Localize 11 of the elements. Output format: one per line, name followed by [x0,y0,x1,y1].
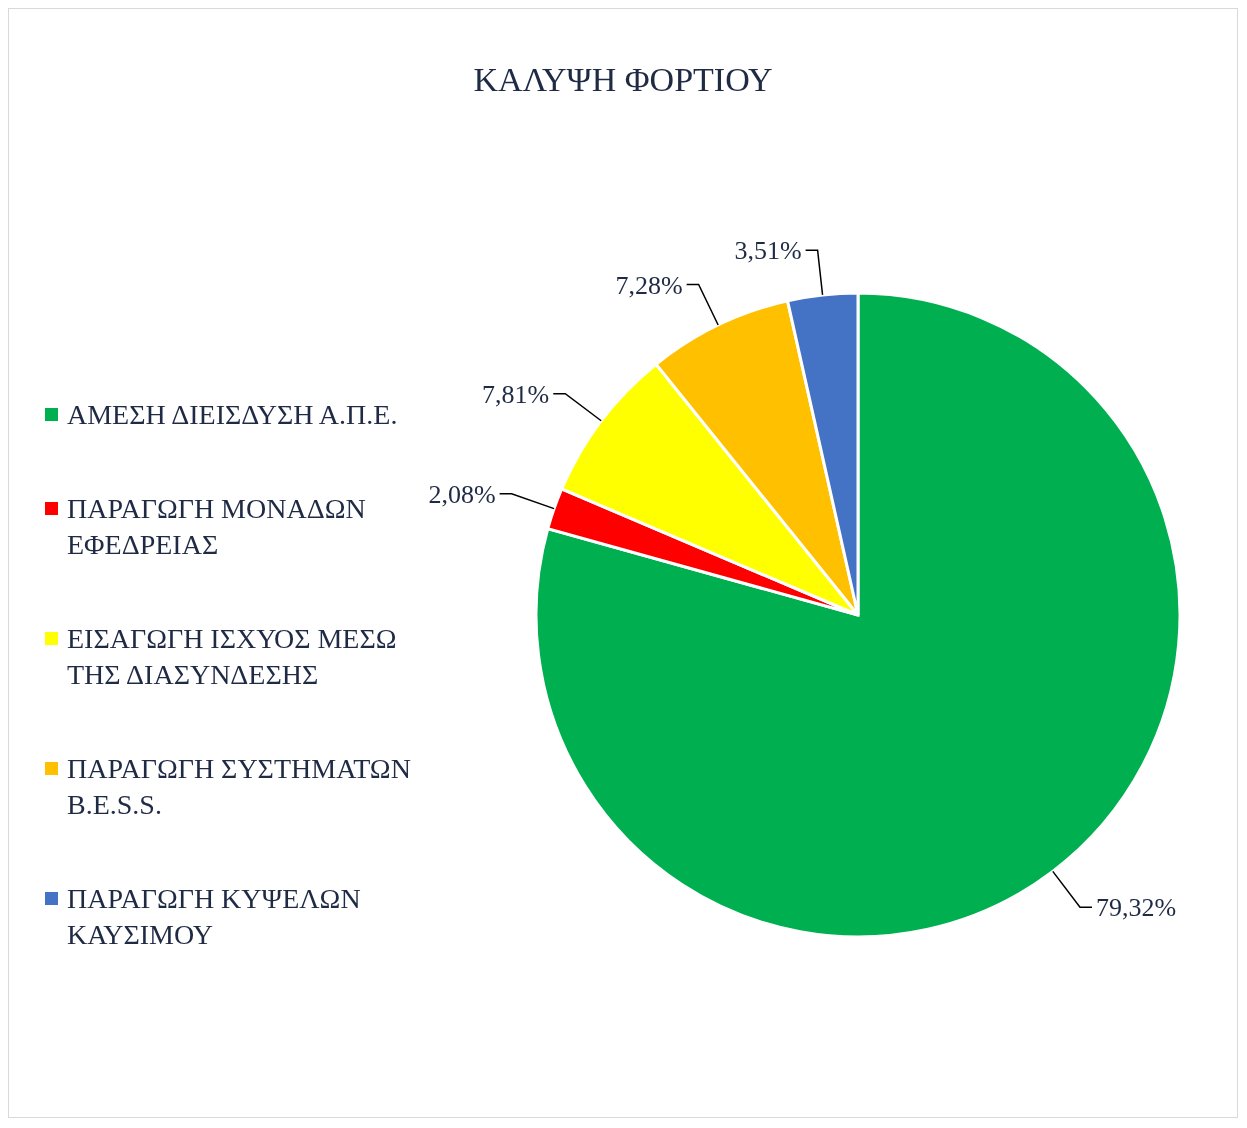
legend-label: ΑΜΕΣΗ ΔΙΕΙΣΔΥΣΗ Α.Π.Ε. [67,398,399,432]
legend-label: ΠΑΡΑΓΩΓΗ ΜΟΝΑΔΩΝ ΕΦΕΔΡΕΙΑΣ [67,493,366,560]
legend-label: ΕΙΣΑΓΩΓΗ ΙΣΧΥΟΣ ΜΕΣΩ ΤΗΣ ΔΙΑΣΥΝΔΕΣΗΣ [67,622,398,692]
legend-label: ΠΑΡΑΓΩΓΗ ΚΥΨΕΛΩΝ ΚΑΥΣΙΜΟΥ [67,882,362,952]
data-label: 2,08% [428,479,496,509]
data-label: 7,28% [615,270,683,300]
legend-label: ΠΑΡΑΓΩΓΗ ΣΥΣΤΗΜΑΤΩΝ B.E.S.S. [67,752,412,822]
data-label: 3,51% [734,236,802,266]
data-label: 7,81% [482,379,550,409]
chart-title: ΚΑΛΥΨΗ ΦΟΡΤΙΟΥ [472,60,774,100]
data-label: 79,32% [1096,893,1177,923]
